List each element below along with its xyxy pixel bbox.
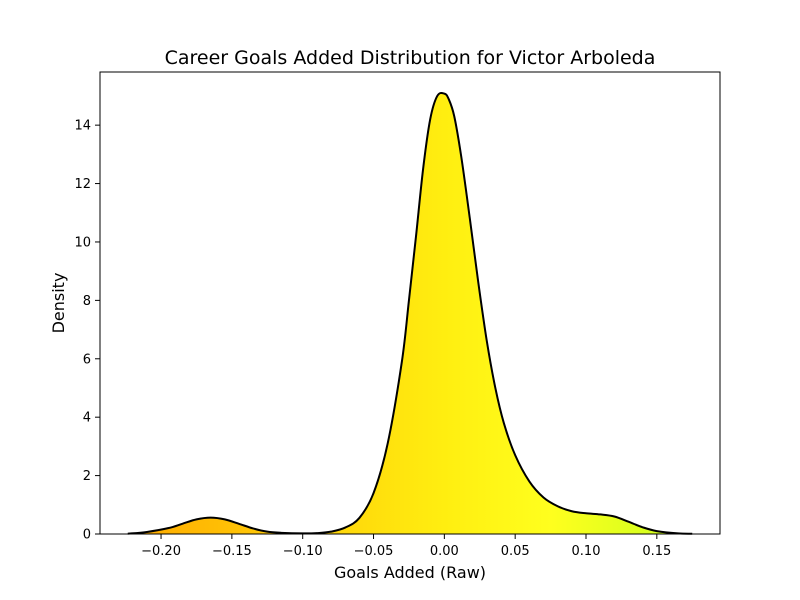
density-area-fill xyxy=(127,92,693,534)
x-tick-label: −0.10 xyxy=(283,544,323,559)
y-tick-label: 6 xyxy=(83,352,91,367)
x-tick-label: 0.05 xyxy=(501,544,530,559)
y-axis-label: Density xyxy=(49,273,68,334)
y-tick-label: 4 xyxy=(83,411,91,426)
x-tick-label: 0.15 xyxy=(642,544,671,559)
x-axis-label: Goals Added (Raw) xyxy=(334,563,486,582)
density-curve-line xyxy=(127,91,693,535)
plot-frame xyxy=(99,71,721,535)
chart-title: Career Goals Added Distribution for Vict… xyxy=(165,47,656,69)
x-tick-label: −0.05 xyxy=(354,544,394,559)
x-axis-ticks: −0.20 −0.15 −0.10 −0.05 0.00 0.05 0.10 0.15 xyxy=(141,534,671,559)
x-tick-label: −0.20 xyxy=(141,544,181,559)
y-tick-label: 2 xyxy=(83,469,91,484)
y-axis-ticks: 0 2 4 6 8 10 12 14 xyxy=(74,119,100,543)
x-tick-label: 0.10 xyxy=(572,544,601,559)
y-tick-label: 10 xyxy=(74,235,91,250)
y-tick-label: 12 xyxy=(74,177,91,192)
y-tick-label: 14 xyxy=(74,119,91,134)
x-tick-label: −0.15 xyxy=(212,544,252,559)
y-tick-label: 0 xyxy=(83,528,91,543)
x-tick-label: 0.00 xyxy=(430,544,459,559)
y-tick-label: 8 xyxy=(83,294,91,309)
